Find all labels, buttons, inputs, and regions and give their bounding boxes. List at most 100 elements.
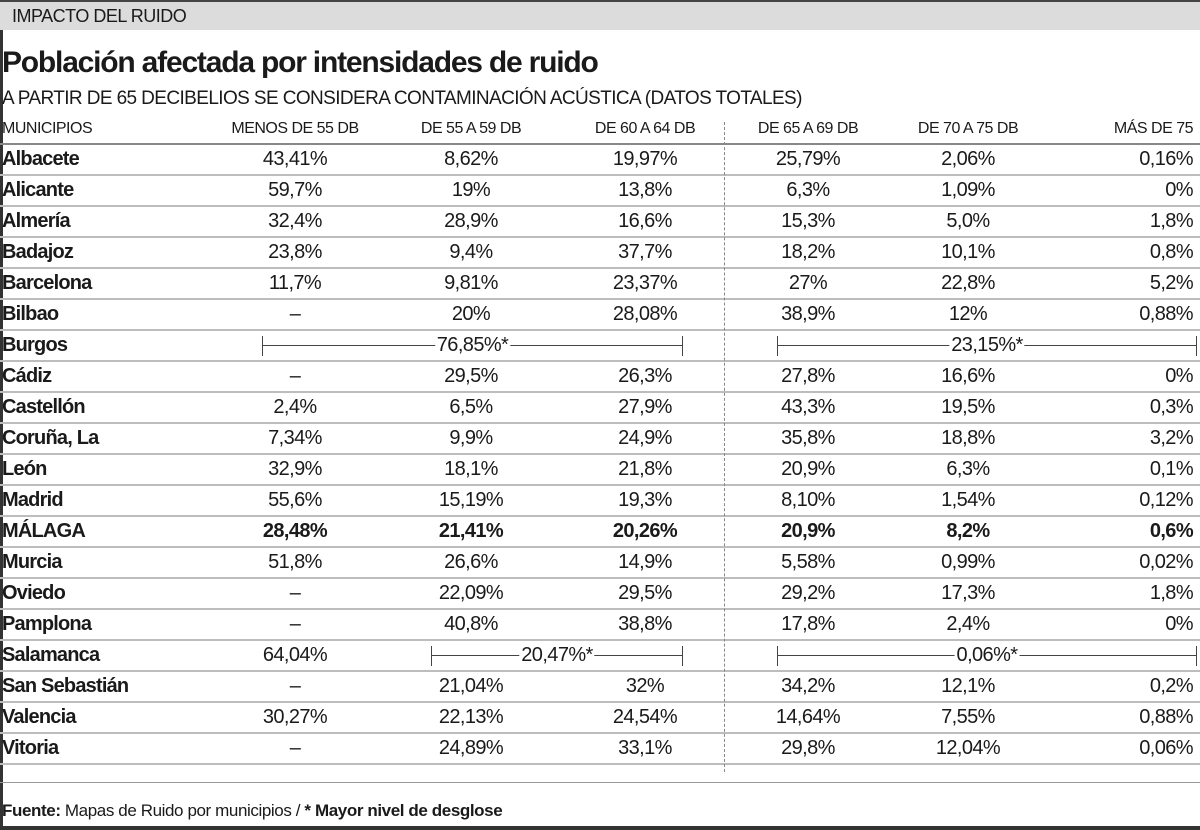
table-row: Badajoz 23,8% 9,4% 37,7% 18,2% 10,1% 0,8% — [0, 238, 1200, 269]
footer: Fuente: Mapas de Ruido por municipios / … — [2, 801, 503, 821]
municipality-name: Pamplona — [2, 613, 92, 635]
value-cell: 0% — [1165, 365, 1193, 387]
table-row: Albacete 43,41% 8,62% 19,97% 25,79% 2,06% 0,16… — [0, 145, 1200, 176]
value-cell: 18,1% — [444, 458, 498, 480]
value-cell: 43,41% — [262, 148, 328, 170]
value-cell: 5,0% — [946, 210, 990, 232]
column-header: DE 60 A 64 DB — [594, 120, 696, 137]
municipality-name: San Sebastián — [2, 675, 129, 697]
value-cell: 0,88% — [1139, 706, 1193, 728]
column-header: DE 55 A 59 DB — [420, 120, 522, 137]
column-header: DE 65 A 69 DB — [757, 120, 859, 137]
range-tick — [262, 336, 263, 356]
value-cell: 37,7% — [618, 241, 672, 263]
footnote: * Mayor nivel de desglose — [304, 801, 503, 820]
value-cell: 43,3% — [781, 396, 835, 418]
value-cell: 51,8% — [268, 551, 322, 573]
range-tick — [431, 646, 432, 666]
value-cell: 21,8% — [618, 458, 672, 480]
value-cell: 19,3% — [618, 489, 672, 511]
left-rule — [0, 30, 3, 830]
threshold-divider — [724, 122, 725, 772]
merged-range-cell: 76,85%* — [262, 331, 683, 360]
merged-range-cell: 23,15%* — [777, 331, 1197, 360]
range-tick — [682, 336, 683, 356]
column-header: DE 70 A 75 DB — [917, 120, 1019, 137]
column-header: MUNICIPIOS — [2, 120, 93, 137]
value-cell: 29,5% — [618, 582, 672, 604]
municipality-name: Oviedo — [2, 582, 66, 604]
value-cell: 29,8% — [781, 737, 835, 759]
value-cell: 27% — [788, 272, 828, 294]
value-cell: 1,8% — [1149, 582, 1194, 604]
value-cell: 2,4% — [946, 613, 990, 635]
table-row: Salamanca 64,04% 20,47%* 0,06%* — [0, 641, 1200, 672]
table-row: Almería 32,4% 28,9% 16,6% 15,3% 5,0% 1,8% — [0, 207, 1200, 238]
value-cell: 1,8% — [1149, 210, 1194, 232]
value-cell: 12% — [948, 303, 988, 325]
municipality-name: Coruña, La — [2, 427, 99, 449]
value-cell: 0,3% — [1149, 396, 1194, 418]
value-cell: 2,4% — [273, 396, 317, 418]
range-tick — [777, 336, 778, 356]
source-label: Fuente: — [2, 801, 61, 820]
value-cell: 2,06% — [941, 148, 995, 170]
value-cell: 55,6% — [268, 489, 322, 511]
table-row: Alicante 59,7% 19% 13,8% 6,3% 1,09% 0% — [0, 176, 1200, 207]
value-cell: 14,9% — [618, 551, 672, 573]
section-label: IMPACTO DEL RUIDO — [12, 6, 187, 26]
value-cell: 17,8% — [781, 613, 835, 635]
value-cell: 22,13% — [438, 706, 504, 728]
value-cell: 0,02% — [1139, 551, 1193, 573]
value-cell: – — [289, 613, 301, 635]
value-cell: 19,5% — [941, 396, 995, 418]
value-cell: 32,4% — [268, 210, 322, 232]
table-row: Coruña, La 7,34% 9,9% 24,9% 35,8% 18,8% 3,2% — [0, 424, 1200, 455]
footer-divider — [0, 782, 1200, 783]
municipality-name: Salamanca — [2, 644, 100, 666]
source-text: Mapas de Ruido por municipios / — [60, 801, 305, 820]
value-cell: 8,62% — [444, 148, 498, 170]
table-row: Bilbao – 20% 28,08% 38,9% 12% 0,88% — [0, 300, 1200, 331]
value-cell: 3,2% — [1149, 427, 1194, 449]
range-tick — [777, 646, 778, 666]
value-cell: 12,04% — [935, 737, 1001, 759]
value-cell: 23,8% — [268, 241, 322, 263]
value-cell: 27,8% — [781, 365, 835, 387]
value-cell: 38,8% — [618, 613, 672, 635]
municipality-name: Bilbao — [2, 303, 59, 325]
header-divider — [0, 143, 1200, 145]
value-cell: 7,34% — [268, 427, 322, 449]
value-cell: 1,54% — [941, 489, 995, 511]
table-row: León 32,9% 18,1% 21,8% 20,9% 6,3% 0,1% — [0, 455, 1200, 486]
municipality-name: MÁLAGA — [2, 520, 86, 542]
value-cell: 6,3% — [946, 458, 990, 480]
value-cell: 0,06% — [1139, 737, 1193, 759]
municipality-name: Vitoria — [2, 737, 59, 759]
value-cell: 59,7% — [268, 179, 322, 201]
value-cell: 8,2% — [946, 520, 990, 542]
range-value: 23,15%* — [949, 334, 1025, 357]
value-cell: 29,5% — [444, 365, 498, 387]
value-cell: 0,6% — [1149, 520, 1194, 542]
value-cell: 24,89% — [438, 737, 504, 759]
column-header: MÁS DE 75 — [1113, 120, 1194, 137]
municipality-name: Almería — [2, 210, 71, 232]
value-cell: 0,1% — [1149, 458, 1194, 480]
value-cell: 28,08% — [612, 303, 678, 325]
municipality-name: Alicante — [2, 179, 74, 201]
value-cell: 0,88% — [1139, 303, 1193, 325]
value-cell: 20,9% — [781, 520, 835, 542]
table-row: Cádiz – 29,5% 26,3% 27,8% 16,6% 0% — [0, 362, 1200, 393]
value-cell: 0,16% — [1139, 148, 1193, 170]
value-cell: 30,27% — [262, 706, 328, 728]
table-row: Pamplona – 40,8% 38,8% 17,8% 2,4% 0% — [0, 610, 1200, 641]
table-row: Burgos 76,85%* 23,15%* — [0, 331, 1200, 362]
municipality-name: Madrid — [2, 489, 64, 511]
value-cell: 5,58% — [781, 551, 835, 573]
merged-range-cell: 20,47%* — [431, 641, 683, 670]
value-cell: 17,3% — [941, 582, 995, 604]
value-cell: 32,9% — [268, 458, 322, 480]
table-row: Valencia 30,27% 22,13% 24,54% 14,64% 7,55% 0,8… — [0, 703, 1200, 734]
value-cell: 20% — [451, 303, 491, 325]
